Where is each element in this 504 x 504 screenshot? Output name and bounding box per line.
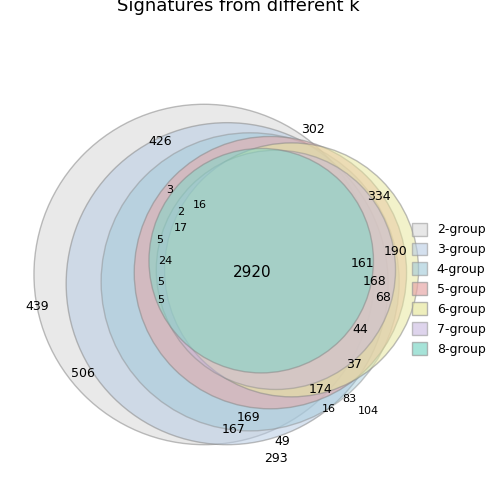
Text: 439: 439 [25,300,48,313]
Circle shape [34,104,374,445]
Text: 169: 169 [236,411,260,423]
Text: 17: 17 [174,223,188,233]
Circle shape [149,149,373,373]
Text: 68: 68 [375,291,392,304]
Text: 293: 293 [264,452,288,465]
Text: 5: 5 [157,234,163,244]
Circle shape [156,150,396,390]
Text: 334: 334 [367,190,391,203]
Text: 44: 44 [353,323,368,336]
Text: 104: 104 [357,406,379,416]
Text: 174: 174 [308,383,332,396]
Text: 2: 2 [177,207,185,217]
Text: 167: 167 [222,422,245,435]
Circle shape [66,122,388,445]
Circle shape [101,133,399,431]
Text: 5: 5 [157,295,164,305]
Circle shape [165,143,418,397]
Legend: 2-group, 3-group, 4-group, 5-group, 6-group, 7-group, 8-group: 2-group, 3-group, 4-group, 5-group, 6-gr… [407,218,490,360]
Circle shape [134,137,407,409]
Text: 506: 506 [71,367,95,381]
Text: 37: 37 [346,358,362,371]
Text: 426: 426 [148,135,172,148]
Text: 83: 83 [342,394,357,404]
Text: 16: 16 [322,404,336,414]
Text: 168: 168 [362,275,386,288]
Text: 161: 161 [351,257,374,270]
Text: 190: 190 [384,245,407,258]
Text: 3: 3 [166,185,173,195]
Text: 5: 5 [157,277,164,287]
Text: Signatures from different k: Signatures from different k [117,0,359,15]
Text: 24: 24 [158,256,173,266]
Text: 2920: 2920 [233,265,271,280]
Text: 49: 49 [275,435,290,449]
Text: 302: 302 [301,122,325,136]
Text: 16: 16 [193,201,207,211]
